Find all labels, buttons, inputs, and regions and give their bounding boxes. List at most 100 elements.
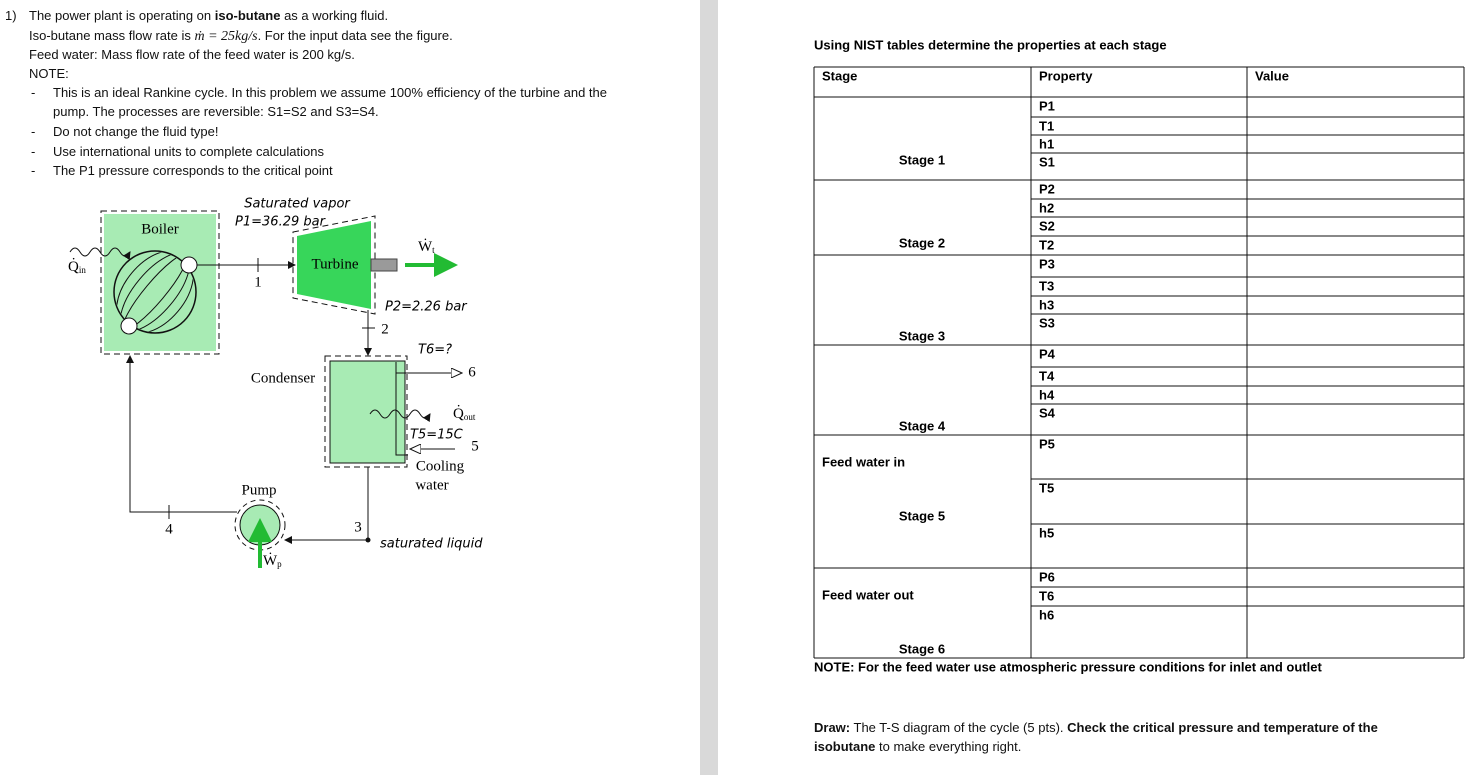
label: Condenser bbox=[251, 370, 315, 386]
property-name: S1 bbox=[1039, 154, 1055, 169]
stage-label: Stage 6 bbox=[899, 641, 945, 656]
subscript: t bbox=[432, 245, 435, 255]
text: Iso-butane mass flow rate is bbox=[29, 28, 195, 43]
symbol: Ẇ bbox=[418, 238, 433, 255]
property-name: P6 bbox=[1039, 569, 1055, 584]
state-label: 5 bbox=[471, 438, 479, 454]
symbol: Q̇ bbox=[453, 406, 464, 423]
symbol: Ẇt bbox=[418, 238, 435, 255]
label: Turbine bbox=[312, 256, 359, 272]
label: Boiler bbox=[141, 221, 179, 237]
state-label: 6 bbox=[468, 364, 476, 380]
draw-instruction: Draw: The T-S diagram of the cycle (5 pt… bbox=[814, 718, 1414, 756]
property-name: P2 bbox=[1039, 181, 1055, 196]
property-name: h4 bbox=[1039, 387, 1055, 402]
state-label: 4 bbox=[165, 521, 173, 537]
column-header: Stage bbox=[822, 68, 857, 83]
stage-label: Stage 4 bbox=[899, 418, 946, 433]
label: Cooling bbox=[416, 458, 465, 474]
property-name: T2 bbox=[1039, 237, 1054, 252]
note-label: NOTE: bbox=[29, 66, 69, 81]
property-name: T3 bbox=[1039, 278, 1054, 293]
condenser bbox=[324, 355, 408, 468]
subscript: p bbox=[277, 559, 282, 569]
column-header: Value bbox=[1255, 68, 1289, 83]
boiler bbox=[100, 210, 220, 355]
symbol: Ẇ bbox=[263, 552, 278, 569]
property-table: Using NIST tables determine the properti… bbox=[813, 37, 1465, 674]
heat-in-arrow bbox=[69, 247, 131, 261]
question-number: 1) bbox=[5, 8, 17, 23]
label: saturated liquid bbox=[380, 537, 483, 552]
stage-label: Stage 2 bbox=[899, 235, 945, 250]
feed-water-line: Feed water: Mass flow rate of the feed w… bbox=[29, 47, 355, 62]
bold-text: Draw: bbox=[814, 720, 851, 735]
state-label: 3 bbox=[354, 519, 362, 535]
property-name: h1 bbox=[1039, 136, 1054, 151]
text: The T-S diagram of the cycle (5 pts). bbox=[850, 720, 1068, 735]
label: water bbox=[415, 477, 448, 493]
mass-flow-line: Iso-butane mass flow rate is ṁ = 25kg/s.… bbox=[29, 26, 453, 46]
property-name: P4 bbox=[1039, 346, 1056, 361]
bullet: - bbox=[31, 124, 36, 139]
subscript: in bbox=[79, 265, 87, 275]
label: T5=15C bbox=[410, 428, 464, 443]
text: The power plant is operating on bbox=[29, 8, 215, 23]
property-name: T4 bbox=[1039, 368, 1055, 383]
stage-label: Stage 5 bbox=[899, 508, 945, 523]
bullet: - bbox=[31, 144, 36, 159]
state-label: 2 bbox=[381, 321, 389, 337]
property-name: h5 bbox=[1039, 525, 1054, 540]
stage-label: Stage 1 bbox=[899, 152, 945, 167]
note-item: Do not change the fluid type! bbox=[53, 124, 219, 139]
table-note: NOTE: For the feed water use atmospheric… bbox=[814, 659, 1322, 674]
state-dot bbox=[365, 537, 371, 543]
label: T6=? bbox=[418, 343, 452, 358]
note-item: The P1 pressure corresponds to the criti… bbox=[53, 163, 333, 178]
property-name: T1 bbox=[1039, 118, 1054, 133]
page-separator bbox=[700, 0, 718, 775]
formula: ṁ = 25kg/s bbox=[194, 29, 258, 44]
property-name: S3 bbox=[1039, 315, 1055, 330]
subscript: out bbox=[464, 412, 476, 422]
text: . For the input data see the figure. bbox=[257, 28, 453, 43]
property-name: h6 bbox=[1039, 607, 1054, 622]
feed-water-label: Feed water in bbox=[822, 454, 905, 469]
property-name: P3 bbox=[1039, 256, 1055, 271]
table-group: Using NIST tables determine the properti… bbox=[813, 37, 1465, 674]
symbol: Q̇ bbox=[68, 259, 79, 276]
intro-line: The power plant is operating on iso-buta… bbox=[29, 6, 388, 25]
label: Pump bbox=[241, 482, 276, 498]
table-title: Using NIST tables determine the properti… bbox=[814, 37, 1167, 52]
bullet: - bbox=[31, 163, 36, 178]
state-label: 1 bbox=[254, 274, 262, 290]
text: to make everything right. bbox=[875, 739, 1022, 754]
property-name: T6 bbox=[1039, 588, 1054, 603]
note-item: Use international units to complete calc… bbox=[53, 144, 324, 159]
note-item: This is an ideal Rankine cycle. In this … bbox=[53, 85, 608, 119]
stage-label: Stage 3 bbox=[899, 328, 945, 343]
bullet: - bbox=[31, 85, 36, 100]
symbol: Q̇out bbox=[453, 406, 476, 423]
turbine bbox=[292, 215, 398, 315]
text: as a working fluid. bbox=[280, 8, 389, 23]
flow-line bbox=[126, 355, 237, 513]
symbol: Ẇp bbox=[263, 552, 282, 569]
label: Saturated vapor bbox=[244, 197, 351, 212]
bold-text: Check the critical pressure and temperat… bbox=[814, 720, 1378, 754]
label: P2=2.26 bar bbox=[385, 300, 468, 315]
heat-out-arrow bbox=[369, 409, 431, 423]
property-name: h3 bbox=[1039, 297, 1054, 312]
label: P1=36.29 bar bbox=[235, 215, 327, 230]
property-name: T5 bbox=[1039, 480, 1054, 495]
symbol: Q̇in bbox=[68, 259, 86, 276]
bold-text: iso-butane bbox=[214, 8, 281, 23]
property-name: S4 bbox=[1039, 405, 1056, 420]
property-name: h2 bbox=[1039, 200, 1054, 215]
column-header: Property bbox=[1039, 68, 1093, 83]
property-name: P1 bbox=[1039, 98, 1055, 113]
feed-water-label: Feed water out bbox=[822, 587, 914, 602]
property-name: S2 bbox=[1039, 218, 1055, 233]
rankine-diagram: Saturated vapor P1=36.29 bar Boiler Turb… bbox=[68, 197, 483, 570]
